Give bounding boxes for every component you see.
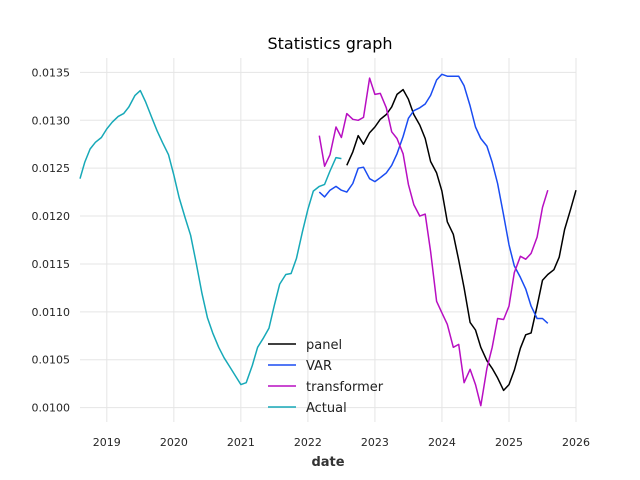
x-axis-label: date bbox=[311, 455, 344, 470]
y-tick-label: 0.0135 bbox=[32, 66, 71, 79]
legend-label-transformer: transformer bbox=[306, 380, 384, 395]
x-tick-label: 2026 bbox=[562, 436, 590, 449]
series-lines bbox=[79, 73, 577, 407]
y-tick-label: 0.0130 bbox=[32, 114, 71, 127]
x-tick-label: 2020 bbox=[160, 436, 188, 449]
x-tick-label: 2023 bbox=[361, 436, 389, 449]
y-tick-label: 0.0105 bbox=[32, 354, 71, 367]
x-tick-label: 2019 bbox=[93, 436, 121, 449]
y-tick-label: 0.0115 bbox=[32, 258, 71, 271]
legend-label-panel: panel bbox=[306, 338, 342, 353]
legend-label-var: VAR bbox=[306, 359, 332, 374]
x-tick-label: 2024 bbox=[428, 436, 456, 449]
legend: panel VAR transformer Actual bbox=[268, 338, 384, 416]
x-tick-label: 2021 bbox=[227, 436, 255, 449]
series-line-transformer bbox=[318, 77, 549, 407]
y-tick-label: 0.0125 bbox=[32, 162, 71, 175]
y-tick-label: 0.0100 bbox=[32, 402, 71, 415]
series-line-panel bbox=[346, 88, 577, 392]
y-tick-label: 0.0110 bbox=[32, 306, 71, 319]
legend-label-actual: Actual bbox=[306, 401, 347, 416]
y-tick-label: 0.0120 bbox=[32, 210, 71, 223]
chart-title: Statistics graph bbox=[267, 34, 392, 53]
tick-labels: 2019 2020 2021 2022 2023 2024 2025 2026 0.0100 0.… bbox=[32, 66, 591, 449]
series-line-actual bbox=[79, 89, 342, 386]
x-tick-label: 2025 bbox=[495, 436, 523, 449]
series-line-var bbox=[318, 73, 549, 324]
x-tick-label: 2022 bbox=[294, 436, 322, 449]
